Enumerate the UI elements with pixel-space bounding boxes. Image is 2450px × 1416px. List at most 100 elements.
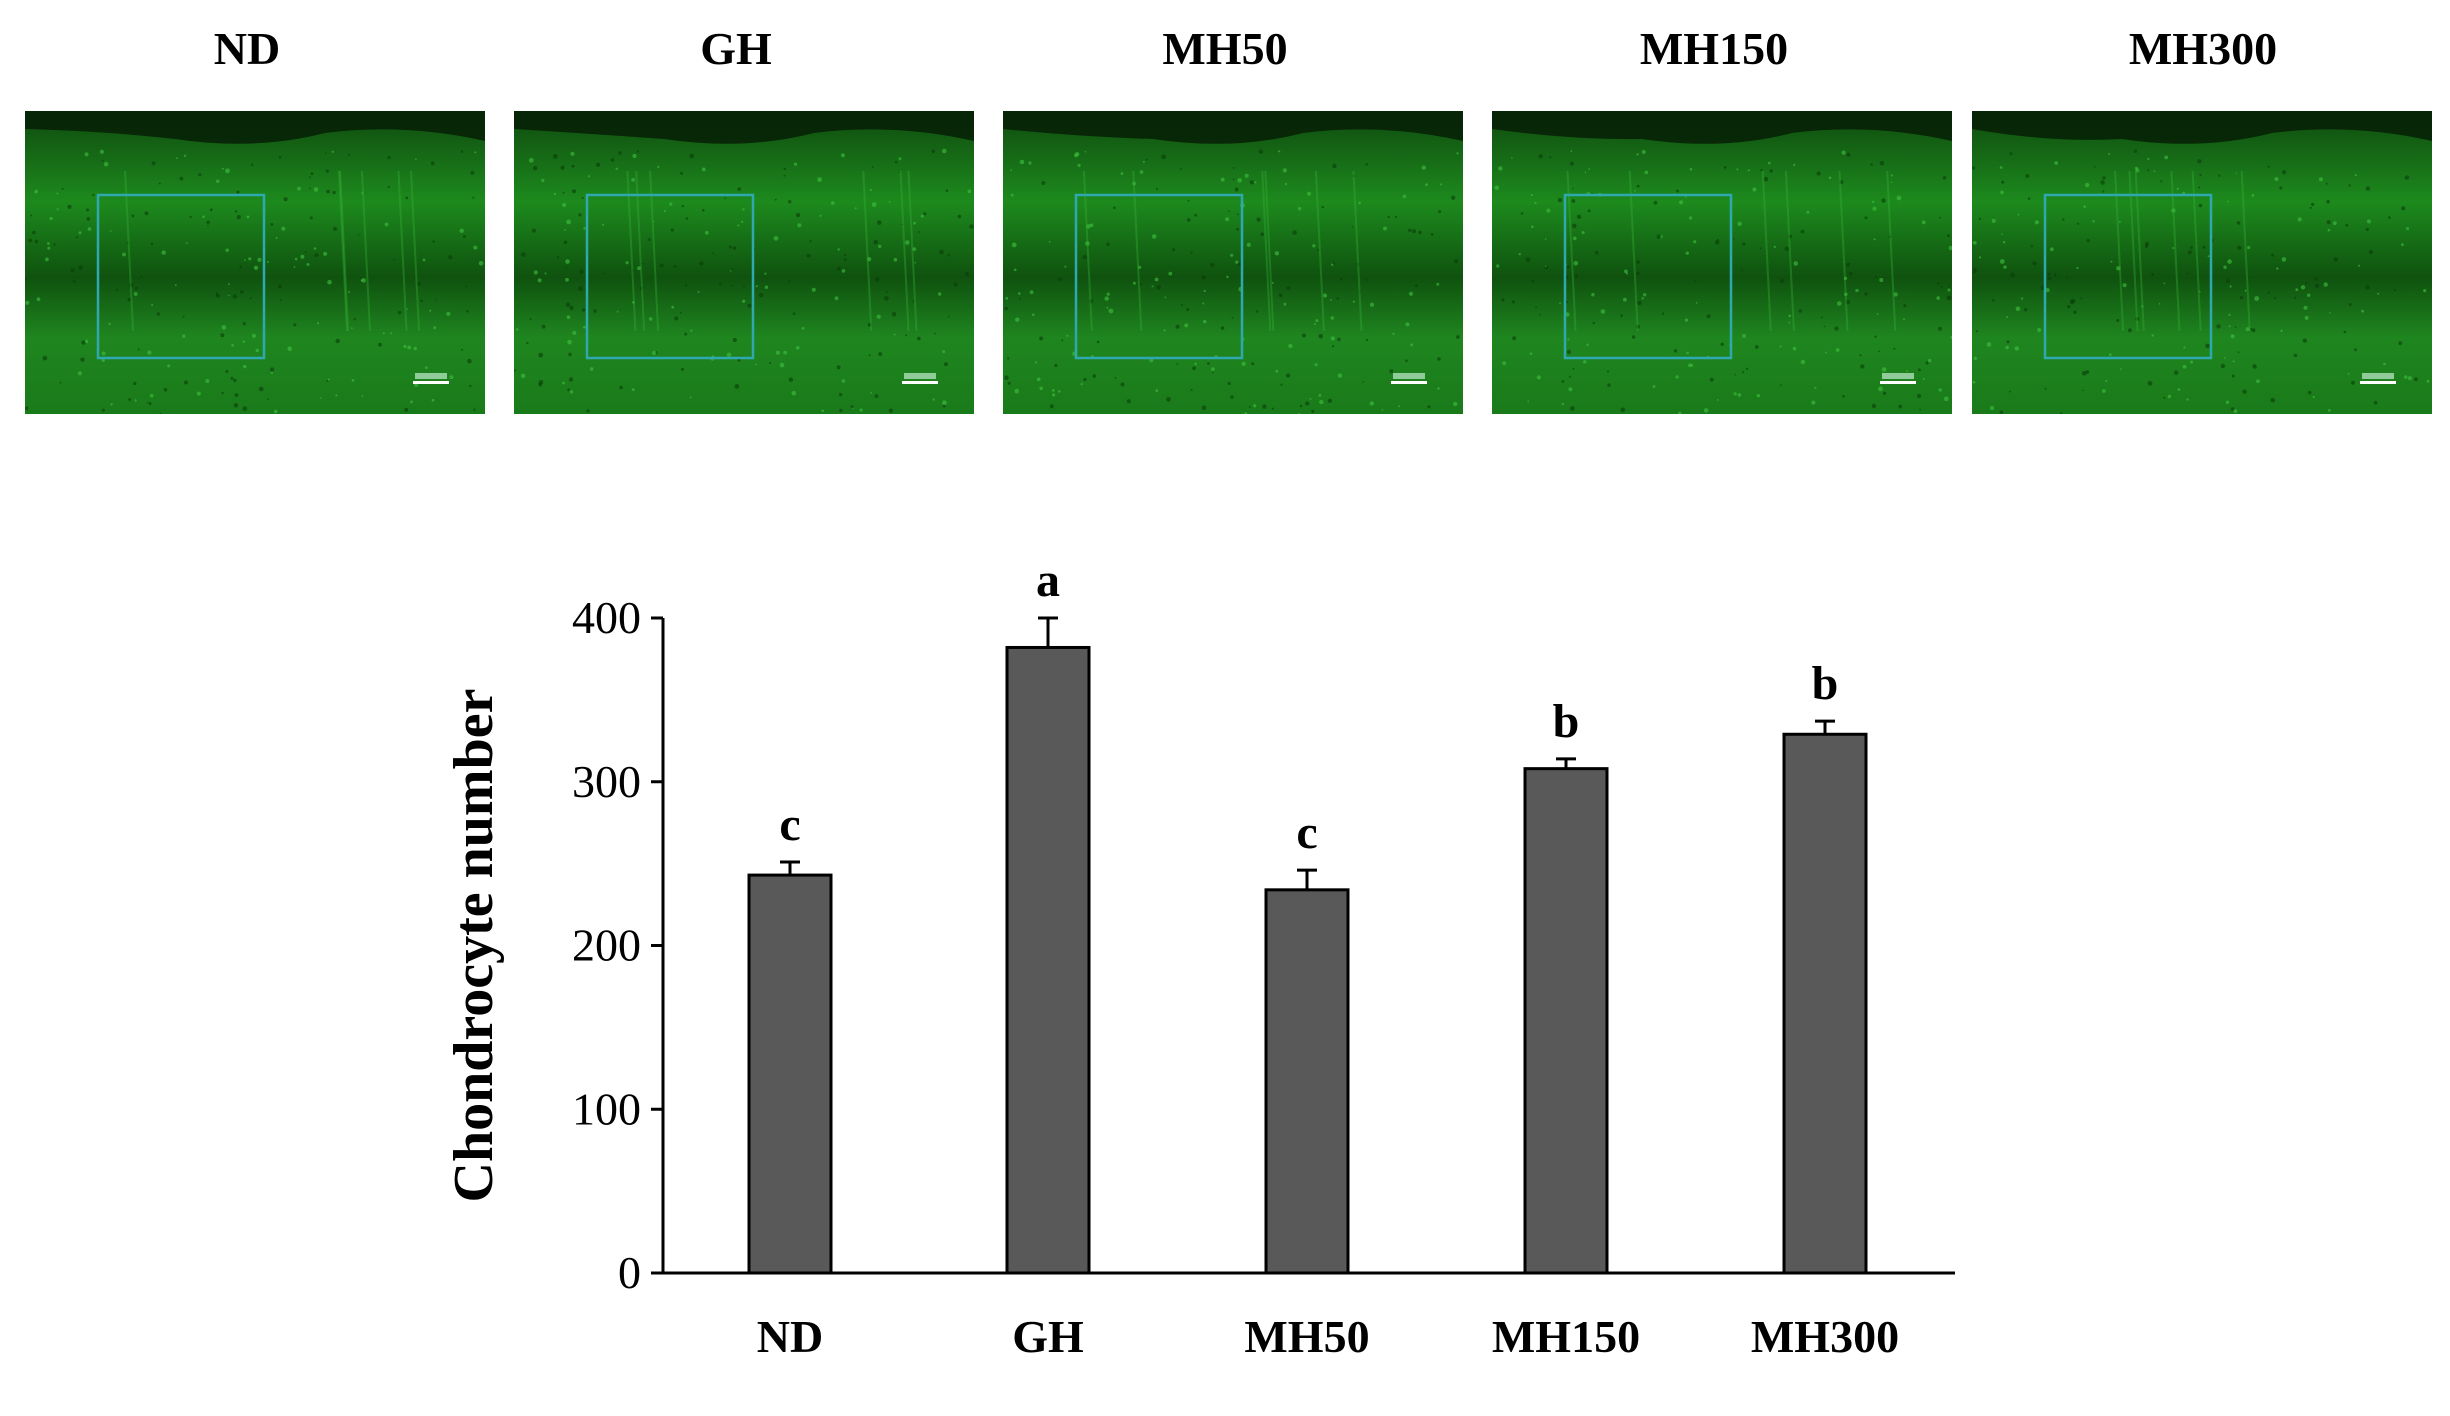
cell-speck: [1241, 361, 1246, 366]
cell-speck: [2025, 174, 2030, 178]
cell-speck: [1942, 176, 1947, 180]
tissue-background: [1492, 111, 1952, 414]
cell-speck: [673, 264, 677, 268]
cell-speck: [465, 285, 468, 288]
cell-speck: [1408, 228, 1412, 232]
cell-speck: [726, 352, 732, 358]
cell-speck: [1139, 283, 1142, 286]
cell-speck: [2245, 327, 2250, 332]
cell-speck: [2021, 297, 2024, 300]
cell-speck: [2328, 409, 2331, 412]
cell-speck: [878, 244, 882, 248]
cell-speck: [1028, 161, 1032, 165]
cell-speck: [657, 165, 660, 168]
cell-speck: [1096, 340, 1100, 344]
cell-speck: [1678, 411, 1682, 414]
cell-speck: [2002, 241, 2006, 244]
cell-speck: [1285, 373, 1291, 378]
cell-speck: [2305, 281, 2308, 284]
cell-speck: [1249, 180, 1254, 185]
cell-speck: [1410, 343, 1414, 347]
cell-speck: [934, 332, 936, 335]
cell-speck: [1246, 242, 1251, 247]
cell-speck: [932, 398, 935, 401]
cell-speck: [140, 274, 143, 277]
cell-speck: [2318, 177, 2323, 182]
cell-speck: [1841, 150, 1846, 155]
cell-speck: [819, 214, 822, 217]
cell-speck: [1394, 215, 1398, 219]
cell-speck: [1620, 314, 1623, 317]
cell-speck: [1828, 176, 1832, 180]
cell-speck: [283, 197, 288, 202]
cell-speck: [1248, 406, 1251, 408]
cell-speck: [185, 242, 188, 245]
cell-speck: [870, 391, 873, 394]
cell-speck: [1636, 184, 1640, 188]
fiber-streak: [1784, 170, 1795, 332]
bar-nd: [747, 873, 833, 1275]
cell-speck: [2186, 272, 2189, 275]
cell-speck: [1948, 245, 1952, 251]
micrograph-gh: [514, 111, 974, 414]
cell-speck: [1227, 381, 1231, 386]
cell-speck: [1220, 326, 1225, 330]
cell-speck: [1860, 364, 1865, 369]
cell-speck: [127, 297, 132, 302]
cell-speck: [1634, 189, 1636, 192]
cell-speck: [2251, 194, 2255, 197]
cell-speck: [888, 201, 891, 203]
cell-speck: [1938, 216, 1941, 219]
cell-speck: [1369, 302, 1375, 307]
cell-speck: [1574, 274, 1578, 278]
cell-speck: [1132, 181, 1136, 186]
cell-speck: [2066, 276, 2069, 279]
cell-speck: [1538, 154, 1543, 159]
cell-speck: [1859, 354, 1862, 357]
cell-speck: [2163, 396, 2166, 399]
cell-speck: [1870, 163, 1873, 166]
cell-speck: [2053, 273, 2057, 277]
cell-speck: [1747, 169, 1750, 172]
cell-speck: [1066, 334, 1069, 337]
fiber-streak: [1082, 170, 1093, 332]
cell-speck: [2398, 341, 2403, 346]
cell-speck: [2207, 255, 2210, 258]
cell-speck: [131, 214, 135, 218]
cell-speck: [2267, 291, 2270, 294]
cell-speck: [1940, 285, 1943, 288]
cell-speck: [793, 162, 798, 166]
cell-speck: [1230, 253, 1234, 257]
cell-speck: [2225, 400, 2230, 404]
fiber-streak: [2128, 170, 2139, 332]
cell-speck: [1675, 375, 1679, 379]
cell-speck: [939, 249, 944, 255]
cell-speck: [2307, 390, 2312, 395]
cell-speck: [1151, 234, 1157, 239]
cell-speck: [1871, 200, 1875, 204]
cell-speck: [2034, 220, 2039, 225]
cell-speck: [167, 364, 171, 368]
cell-speck: [101, 358, 105, 362]
cell-speck: [2237, 245, 2242, 250]
cell-speck: [755, 363, 757, 366]
cell-speck: [2198, 203, 2203, 208]
bar-mh150: [1523, 767, 1609, 1275]
cell-speck: [313, 187, 319, 192]
cell-speck: [1187, 199, 1190, 202]
cell-speck: [2120, 368, 2122, 370]
cell-speck: [2102, 190, 2105, 193]
cell-speck: [625, 261, 629, 265]
cell-speck: [2323, 282, 2328, 287]
cell-speck: [1878, 350, 1880, 353]
fiber-streak: [339, 170, 350, 332]
cell-speck: [1620, 407, 1626, 413]
cell-speck: [183, 154, 187, 157]
cell-speck: [1058, 277, 1063, 281]
cell-speck: [2393, 289, 2396, 292]
cell-speck: [1316, 249, 1319, 252]
cell-speck: [1760, 168, 1763, 172]
cell-speck: [1814, 386, 1817, 389]
cell-speck: [923, 212, 927, 216]
